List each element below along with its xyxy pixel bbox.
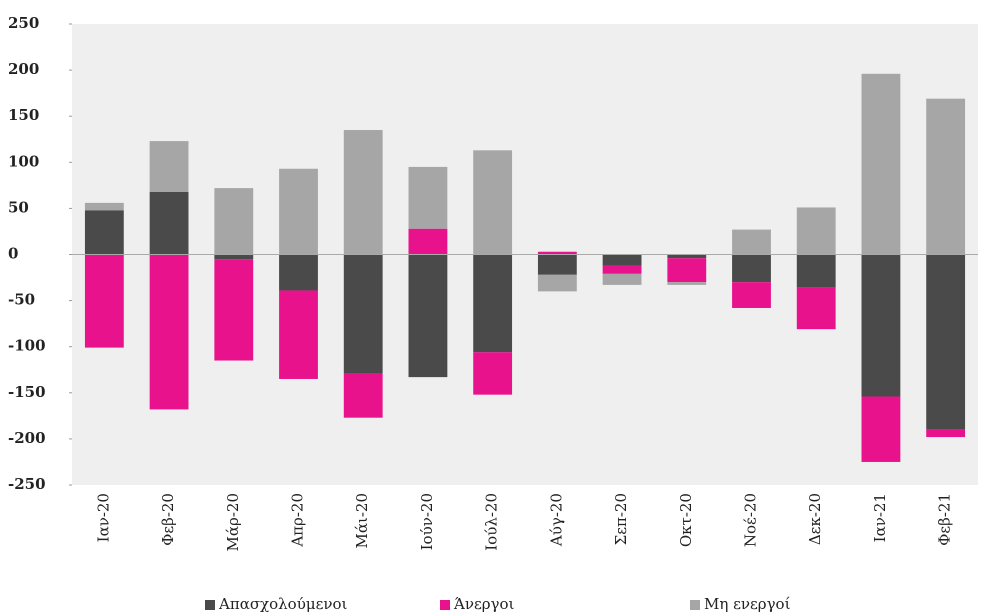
- y-tick-label: 50: [8, 198, 29, 216]
- x-tick-label: Οκτ-20: [677, 493, 695, 547]
- y-tick-label: -250: [8, 475, 46, 493]
- bar: [861, 396, 901, 462]
- legend-label: Μη ενεργοί: [704, 595, 791, 613]
- bar: [84, 210, 124, 255]
- bar: [84, 254, 124, 348]
- bar: [537, 251, 577, 255]
- y-tick-label: 250: [8, 14, 39, 32]
- bar: [473, 352, 513, 395]
- bar: [861, 254, 901, 397]
- bar: [926, 98, 966, 255]
- bar: [408, 254, 448, 378]
- bar: [667, 258, 707, 283]
- bar: [667, 282, 707, 285]
- bar: [602, 273, 642, 285]
- x-tick-label: Ιαν-21: [871, 493, 889, 542]
- y-tick-label: -50: [8, 291, 35, 309]
- y-tick-label: -150: [8, 383, 46, 401]
- bar: [214, 259, 254, 361]
- x-tick-label: Ιούλ-20: [483, 493, 501, 551]
- bar: [343, 130, 383, 255]
- x-tick-label: Μάρ-20: [224, 493, 242, 551]
- bar: [408, 166, 448, 229]
- y-tick-label: 100: [8, 152, 39, 170]
- y-tick-label: 200: [8, 60, 39, 78]
- legend-label: Άνεργοι: [453, 595, 515, 613]
- x-tick-label: Φεβ-20: [159, 493, 177, 546]
- bar: [279, 168, 318, 255]
- x-tick-label: Ιούν-20: [418, 493, 436, 550]
- bar: [149, 191, 189, 255]
- y-tick-label: 150: [8, 106, 39, 124]
- x-tick-label: Αύγ-20: [547, 493, 565, 547]
- bar: [602, 265, 642, 274]
- bar: [149, 254, 189, 410]
- y-tick-label: -200: [8, 429, 46, 447]
- bar: [667, 254, 707, 259]
- bar: [149, 141, 189, 192]
- bar: [732, 229, 771, 255]
- legend-swatch: [205, 600, 215, 610]
- bar: [214, 254, 254, 260]
- bar: [84, 202, 124, 211]
- x-tick-label: Δεκ-20: [806, 493, 824, 545]
- bar: [279, 254, 318, 291]
- bar: [796, 254, 836, 288]
- bar: [926, 254, 966, 430]
- bar: [408, 228, 448, 255]
- x-tick-label: Νοέ-20: [742, 493, 760, 547]
- bar: [796, 287, 836, 330]
- y-tick-label: 0: [8, 245, 18, 263]
- bar: [214, 188, 254, 255]
- x-tick-label: Μάι-20: [353, 493, 371, 549]
- bar: [602, 254, 642, 266]
- x-tick-label: Απρ-20: [289, 493, 307, 548]
- bar: [732, 254, 771, 283]
- legend-label: Απασχολούμενοι: [218, 595, 348, 613]
- legend-swatch: [440, 600, 450, 610]
- bar: [343, 373, 383, 418]
- x-tick-label: Σεπ-20: [612, 493, 630, 545]
- bar: [343, 254, 383, 374]
- x-tick-label: Φεβ-21: [936, 493, 954, 546]
- y-tick-label: -100: [8, 337, 46, 355]
- legend-swatch: [690, 600, 700, 610]
- bar: [537, 254, 577, 275]
- bar: [732, 282, 771, 308]
- bar: [279, 290, 318, 379]
- bar: [796, 207, 836, 255]
- bar: [926, 429, 966, 438]
- x-tick-label: Ιαν-20: [94, 493, 112, 542]
- bar: [537, 274, 577, 292]
- bar: [473, 150, 513, 255]
- bar: [473, 254, 513, 353]
- bar: [861, 73, 901, 255]
